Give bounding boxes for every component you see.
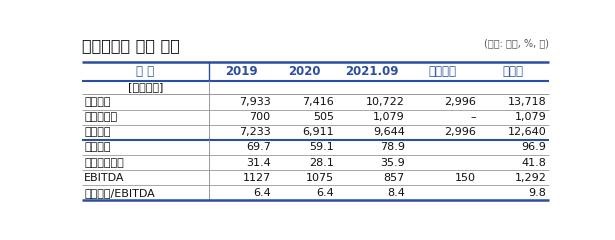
Text: 2019: 2019 [225,65,258,78]
Text: 6.4: 6.4 [253,188,271,198]
Text: 순차입금/EBITDA: 순차입금/EBITDA [84,188,155,198]
Text: 1075: 1075 [306,173,335,183]
Text: 7,933: 7,933 [239,97,271,107]
Text: 150: 150 [454,173,475,183]
Text: 순차입금: 순차입금 [84,127,111,137]
Text: 2,996: 2,996 [444,97,475,107]
Text: 2,996: 2,996 [444,127,475,137]
Text: 12,640: 12,640 [507,127,546,137]
Text: 차입금의존도: 차입금의존도 [84,158,124,168]
Text: 부채비율: 부채비율 [84,143,111,152]
Text: 1,079: 1,079 [373,112,405,122]
Text: 7,233: 7,233 [239,127,271,137]
Text: 7,416: 7,416 [303,97,335,107]
Text: 1,079: 1,079 [515,112,546,122]
Text: 2021.09: 2021.09 [345,65,399,78]
Text: 8.4: 8.4 [387,188,405,198]
Text: 505: 505 [313,112,335,122]
Text: 35.9: 35.9 [380,158,405,168]
Text: 10,722: 10,722 [366,97,405,107]
Text: 78.9: 78.9 [380,143,405,152]
Text: 1127: 1127 [242,173,271,183]
Text: 69.7: 69.7 [246,143,271,152]
Text: (단위: 억원, %, 배): (단위: 억원, %, 배) [484,38,549,48]
Text: 9.8: 9.8 [528,188,546,198]
Text: 6,911: 6,911 [303,127,335,137]
Text: 인수효과: 인수효과 [429,65,457,78]
Text: 재무안정성 지표 추이: 재무안정성 지표 추이 [82,38,180,53]
Text: 857: 857 [384,173,405,183]
Text: 96.9: 96.9 [522,143,546,152]
Text: 1,292: 1,292 [515,173,546,183]
Text: 인수후: 인수후 [503,65,524,78]
Text: 현금및예금: 현금및예금 [84,112,117,122]
Text: 2020: 2020 [288,65,321,78]
Text: 구 분: 구 분 [137,65,154,78]
Text: 41.8: 41.8 [522,158,546,168]
Text: 13,718: 13,718 [507,97,546,107]
Text: –: – [470,112,475,122]
Text: 31.4: 31.4 [246,158,271,168]
Text: 총차입금: 총차입금 [84,97,111,107]
Text: 6.4: 6.4 [317,188,335,198]
Text: 28.1: 28.1 [309,158,335,168]
Text: 59.1: 59.1 [309,143,335,152]
Text: [연결기준]: [연결기준] [128,83,163,92]
Text: EBITDA: EBITDA [84,173,124,183]
Text: 9,644: 9,644 [373,127,405,137]
Text: 700: 700 [250,112,271,122]
